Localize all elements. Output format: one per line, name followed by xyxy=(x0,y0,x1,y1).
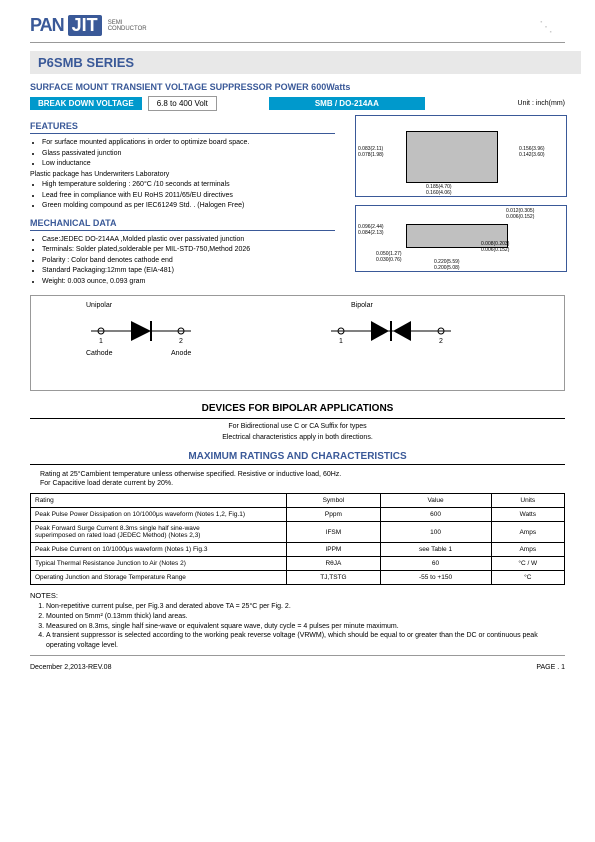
mechdata-title: MECHANICAL DATA xyxy=(30,218,335,231)
feature-item: Lead free in compliance with EU RoHS 201… xyxy=(42,191,335,202)
logo-semi: SEMICONDUCTOR xyxy=(108,20,147,32)
logo-jit: JIT xyxy=(68,15,102,36)
feature-item: High temperature soldering : 260°C /10 s… xyxy=(42,180,335,191)
notes-title: NOTES: xyxy=(30,591,565,600)
table-header: Rating xyxy=(31,494,287,508)
feature-item: Glass passivated junction xyxy=(42,149,335,160)
unit-label: Unit : inch(mm) xyxy=(518,100,565,107)
footer-date: December 2,2013-REV.08 xyxy=(30,664,111,671)
max-ratings-title: MAXIMUM RATINGS AND CHARACTERISTICS xyxy=(30,451,565,465)
rating-note1: Rating at 25°Cambient temperature unless… xyxy=(30,471,565,478)
note-item: A transient suppressor is selected accor… xyxy=(46,631,565,651)
features-list: For surface mounted applications in orde… xyxy=(30,138,335,212)
mechdata-list: Case:JEDEC DO-214AA ,Molded plastic over… xyxy=(30,235,335,288)
note-item: Non-repetitive current pulse, per Fig.3 … xyxy=(46,602,565,612)
feature-item: For surface mounted applications in orde… xyxy=(42,138,335,149)
package-diagram-top: 0.185(4.70) 0.160(4.06) 0.083(2.11) 0.07… xyxy=(355,115,567,197)
breakdown-badge: BREAK DOWN VOLTAGE xyxy=(30,97,142,110)
mechdata-item: Polarity : Color band denotes cathode en… xyxy=(42,256,335,267)
subtitle: SURFACE MOUNT TRANSIENT VOLTAGE SUPPRESS… xyxy=(30,82,565,92)
note-item: Mounted on 5mm² (0.13mm thick) land area… xyxy=(46,612,565,622)
bipolar-text1: For Bidirectional use C or CA Suffix for… xyxy=(30,423,565,430)
mechdata-item: Standard Packaging:12mm tape (EIA-481) xyxy=(42,266,335,277)
bipolar-text2: Electrical characteristics apply in both… xyxy=(30,434,565,441)
feature-item: Plastic package has Underwriters Laborat… xyxy=(30,170,335,181)
logo: PANJIT SEMICONDUCTOR xyxy=(30,15,565,36)
table-header: Value xyxy=(380,494,491,508)
bipolar-title: DEVICES FOR BIPOLAR APPLICATIONS xyxy=(30,399,565,419)
package-diagram-side: 0.050(1.27) 0.030(0.76) 0.096(2.44) 0.08… xyxy=(355,205,567,272)
footer-page: PAGE . 1 xyxy=(536,664,565,671)
ratings-table: Rating Symbol Value Units Peak Pulse Pow… xyxy=(30,493,565,585)
table-header: Units xyxy=(491,494,564,508)
series-title: P6SMB SERIES xyxy=(30,51,581,74)
note-item: Measured on 8.3ms, single half sine-wave… xyxy=(46,622,565,632)
package-badge: SMB / DO-214AA xyxy=(269,97,425,110)
mechdata-item: Weight: 0.003 ounce, 0.093 gram xyxy=(42,277,335,288)
voltage-badge: 6.8 to 400 Volt xyxy=(148,96,217,111)
feature-item: Low inductance xyxy=(42,159,335,170)
table-header: Symbol xyxy=(287,494,380,508)
mechdata-item: Case:JEDEC DO-214AA ,Molded plastic over… xyxy=(42,235,335,246)
mechdata-item: Terminals: Solder plated,solderable per … xyxy=(42,245,335,256)
features-title: FEATURES xyxy=(30,121,335,134)
decorative-dots: ⋱ xyxy=(539,18,555,35)
logo-pan: PAN xyxy=(30,15,64,36)
feature-item: Green molding compound as per IEC61249 S… xyxy=(42,201,335,212)
diode-symbols: Unipolar Bipolar 1 2 1 2 Cathode Anode xyxy=(30,295,565,391)
rating-note2: For Capacitive load derate current by 20… xyxy=(30,480,565,487)
notes-list: Non-repetitive current pulse, per Fig.3 … xyxy=(30,602,565,651)
